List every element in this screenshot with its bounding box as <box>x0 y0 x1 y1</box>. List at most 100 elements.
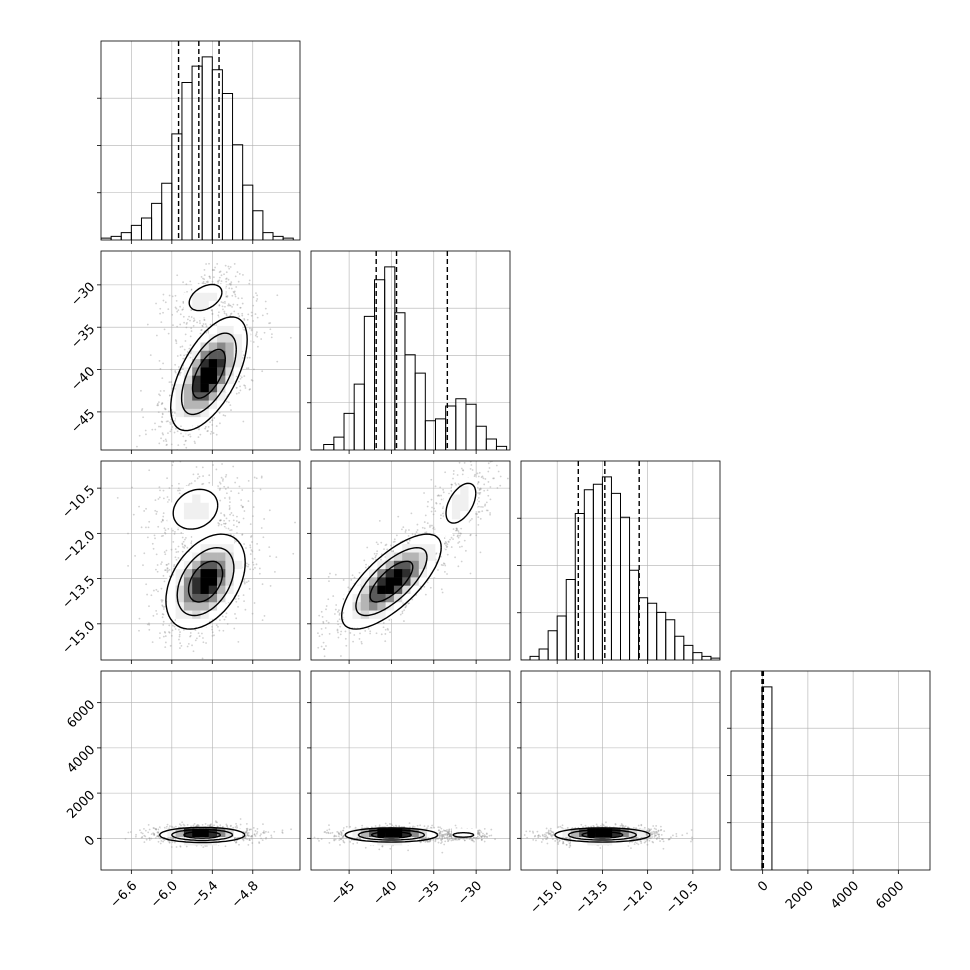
density-p0-p1-point-413 <box>177 309 180 312</box>
density-p1-p2-cell-18-21 <box>460 477 469 487</box>
density-p0-p1-point-1375 <box>203 274 206 277</box>
density-p0-p1-point-1256 <box>182 315 185 318</box>
density-p0-p3-point-827 <box>247 834 250 837</box>
density-p1-p2-point-1036 <box>493 452 495 454</box>
density-p0-p1-point-1295 <box>211 419 213 422</box>
density-p0-p1-point-252 <box>158 425 160 428</box>
density-p0-p3-point-754 <box>153 832 156 835</box>
density-p0-p1-point-1376 <box>151 428 154 431</box>
density-p1-p3-point-254 <box>441 841 443 843</box>
density-p0-p2-point-1273 <box>247 479 250 482</box>
density-p1-p2-point-566 <box>322 620 325 623</box>
density-p1-p2-cell-14-12 <box>427 552 436 561</box>
density-p1-p2-point-633 <box>430 478 433 481</box>
density-p0-p3-point-1330 <box>154 837 157 839</box>
density-p1-p2-point-937 <box>479 487 482 490</box>
density-p0-p3-point-729 <box>244 837 246 840</box>
density-p1-p2-point-82 <box>337 636 340 639</box>
x-tick-label-p0-1: −6.0 <box>148 878 181 911</box>
density-p0-p1-contour-0-2 <box>169 316 248 432</box>
density-p0-p2-point-815 <box>253 602 256 604</box>
density-p0-p2-point-1107 <box>161 600 163 603</box>
density-p1-p2-cell-9-12 <box>385 552 395 561</box>
density-p0-p1-point-1215 <box>185 323 188 325</box>
density-p0-p2-point-640 <box>201 657 204 660</box>
density-p0-p2-point-207 <box>250 549 253 552</box>
density-p0-p1-cell-13-9 <box>208 367 218 376</box>
density-p0-p1-point-567 <box>167 420 169 423</box>
density-p0-p1-cell-9-3 <box>175 416 185 426</box>
density-p0-p2-point-808 <box>184 545 187 548</box>
density-p0-p2-cell-12-17 <box>200 510 210 520</box>
density-p1-p3-point-117 <box>477 832 480 834</box>
density-p0-p1-point-892 <box>218 271 221 274</box>
density-p0-p1-content <box>101 251 300 450</box>
density-p0-p2-point-699 <box>223 522 225 525</box>
density-p1-p2-point-1213 <box>439 517 442 520</box>
density-p0-p1-point-1125 <box>243 328 246 331</box>
density-p1-p2-point-962 <box>493 477 495 480</box>
density-p0-p2-cell-12-10 <box>200 568 210 578</box>
density-p0-p2-point-1152 <box>184 537 187 539</box>
density-p1-p2-point-744 <box>441 591 444 594</box>
histogram-p3: 0 2000 4000 6000 <box>727 670 931 912</box>
density-p0-p3-contour-0-2 <box>158 826 246 844</box>
density-p0-p2-point-759 <box>175 551 178 554</box>
density-p0-p2-point-1084 <box>237 595 240 597</box>
density-p0-p2-point-986 <box>116 497 119 499</box>
density-p1-p3-point-305 <box>341 836 344 839</box>
density-p0-p2-point-1065 <box>172 540 175 543</box>
density-p0-p3-point-1344 <box>197 824 200 827</box>
density-p0-p2-point-200 <box>187 642 190 645</box>
density-p0-p1-point-448 <box>255 333 258 335</box>
histogram-p2-frame <box>520 460 721 661</box>
density-p0-p1-cell-15-8 <box>225 375 234 384</box>
density-p0-p1-cell-15-14 <box>225 325 234 335</box>
density-p1-p3-point-362 <box>328 841 331 844</box>
density-p0-p3-point-1057 <box>261 839 264 842</box>
density-p0-p3-point-17 <box>156 831 159 834</box>
density-p1-p2-point-1184 <box>442 562 445 565</box>
density-p1-p2-point-619 <box>452 534 455 537</box>
density-p0-p3-point-1335 <box>232 826 235 829</box>
density-p1-p2-point-1338 <box>401 528 403 531</box>
histogram-p1-frame <box>310 250 511 451</box>
density-p0-p3-point-116 <box>244 836 247 839</box>
density-p0-p1-cell-12-19 <box>200 284 210 293</box>
density-p0-p2-cell-13-9 <box>208 577 218 586</box>
density-p1-p2-point-431 <box>463 461 466 464</box>
density-p0-p3-cell-16-4 <box>233 828 243 838</box>
density-p0-p2-point-723 <box>168 631 170 633</box>
density-p0-p3-point-1026 <box>250 828 253 831</box>
density-p1-p3-point-12 <box>328 828 331 831</box>
density-p0-p2-cell-11-13 <box>192 543 201 553</box>
density-p1-p2-point-1377 <box>397 515 400 518</box>
density-p1-p2-cell-12-12 <box>410 552 420 561</box>
density-p0-p1-point-415 <box>154 422 156 425</box>
density-p0-p1-point-1290 <box>158 393 160 396</box>
density-p0-p1-point-935 <box>180 425 182 428</box>
density-p1-p2-cell-7-6 <box>369 601 378 611</box>
density-p0-p1-point-1363 <box>194 442 196 445</box>
density-p0-p1-point-480 <box>242 420 245 423</box>
density-p0-p1-point-640 <box>231 306 233 308</box>
y-tick-label-p1-0: −45 <box>68 407 98 437</box>
density-p0-p2-cell-15-12 <box>225 552 234 561</box>
density-p0-p2-cell-12-7 <box>200 593 210 603</box>
density-p0-p2-cell-12-16 <box>200 519 210 528</box>
density-p0-p3-cell-10-3 <box>183 836 193 846</box>
density-p1-p3-point-144 <box>446 838 449 841</box>
density-p0-p3-point-1377 <box>244 837 247 840</box>
density-p1-p2-point-567 <box>393 540 396 543</box>
density-p0-p1-point-1012 <box>161 413 164 416</box>
density-p0-p3-point-1257 <box>163 826 166 829</box>
density-p1-p2-point-65 <box>388 619 391 621</box>
density-p0-p1-point-114 <box>211 424 214 426</box>
density-p0-p1-cell-12-18 <box>200 292 210 302</box>
density-p1-p2-cell-11-10 <box>402 568 411 578</box>
density-p0-p1-cell-13-10 <box>208 358 218 368</box>
density-p1-p2-point-482 <box>323 648 326 651</box>
density-p1-p2-point-529 <box>459 532 462 535</box>
density-p0-p1-point-1352 <box>223 312 226 315</box>
density-p1-p2-point-1345 <box>353 576 356 579</box>
